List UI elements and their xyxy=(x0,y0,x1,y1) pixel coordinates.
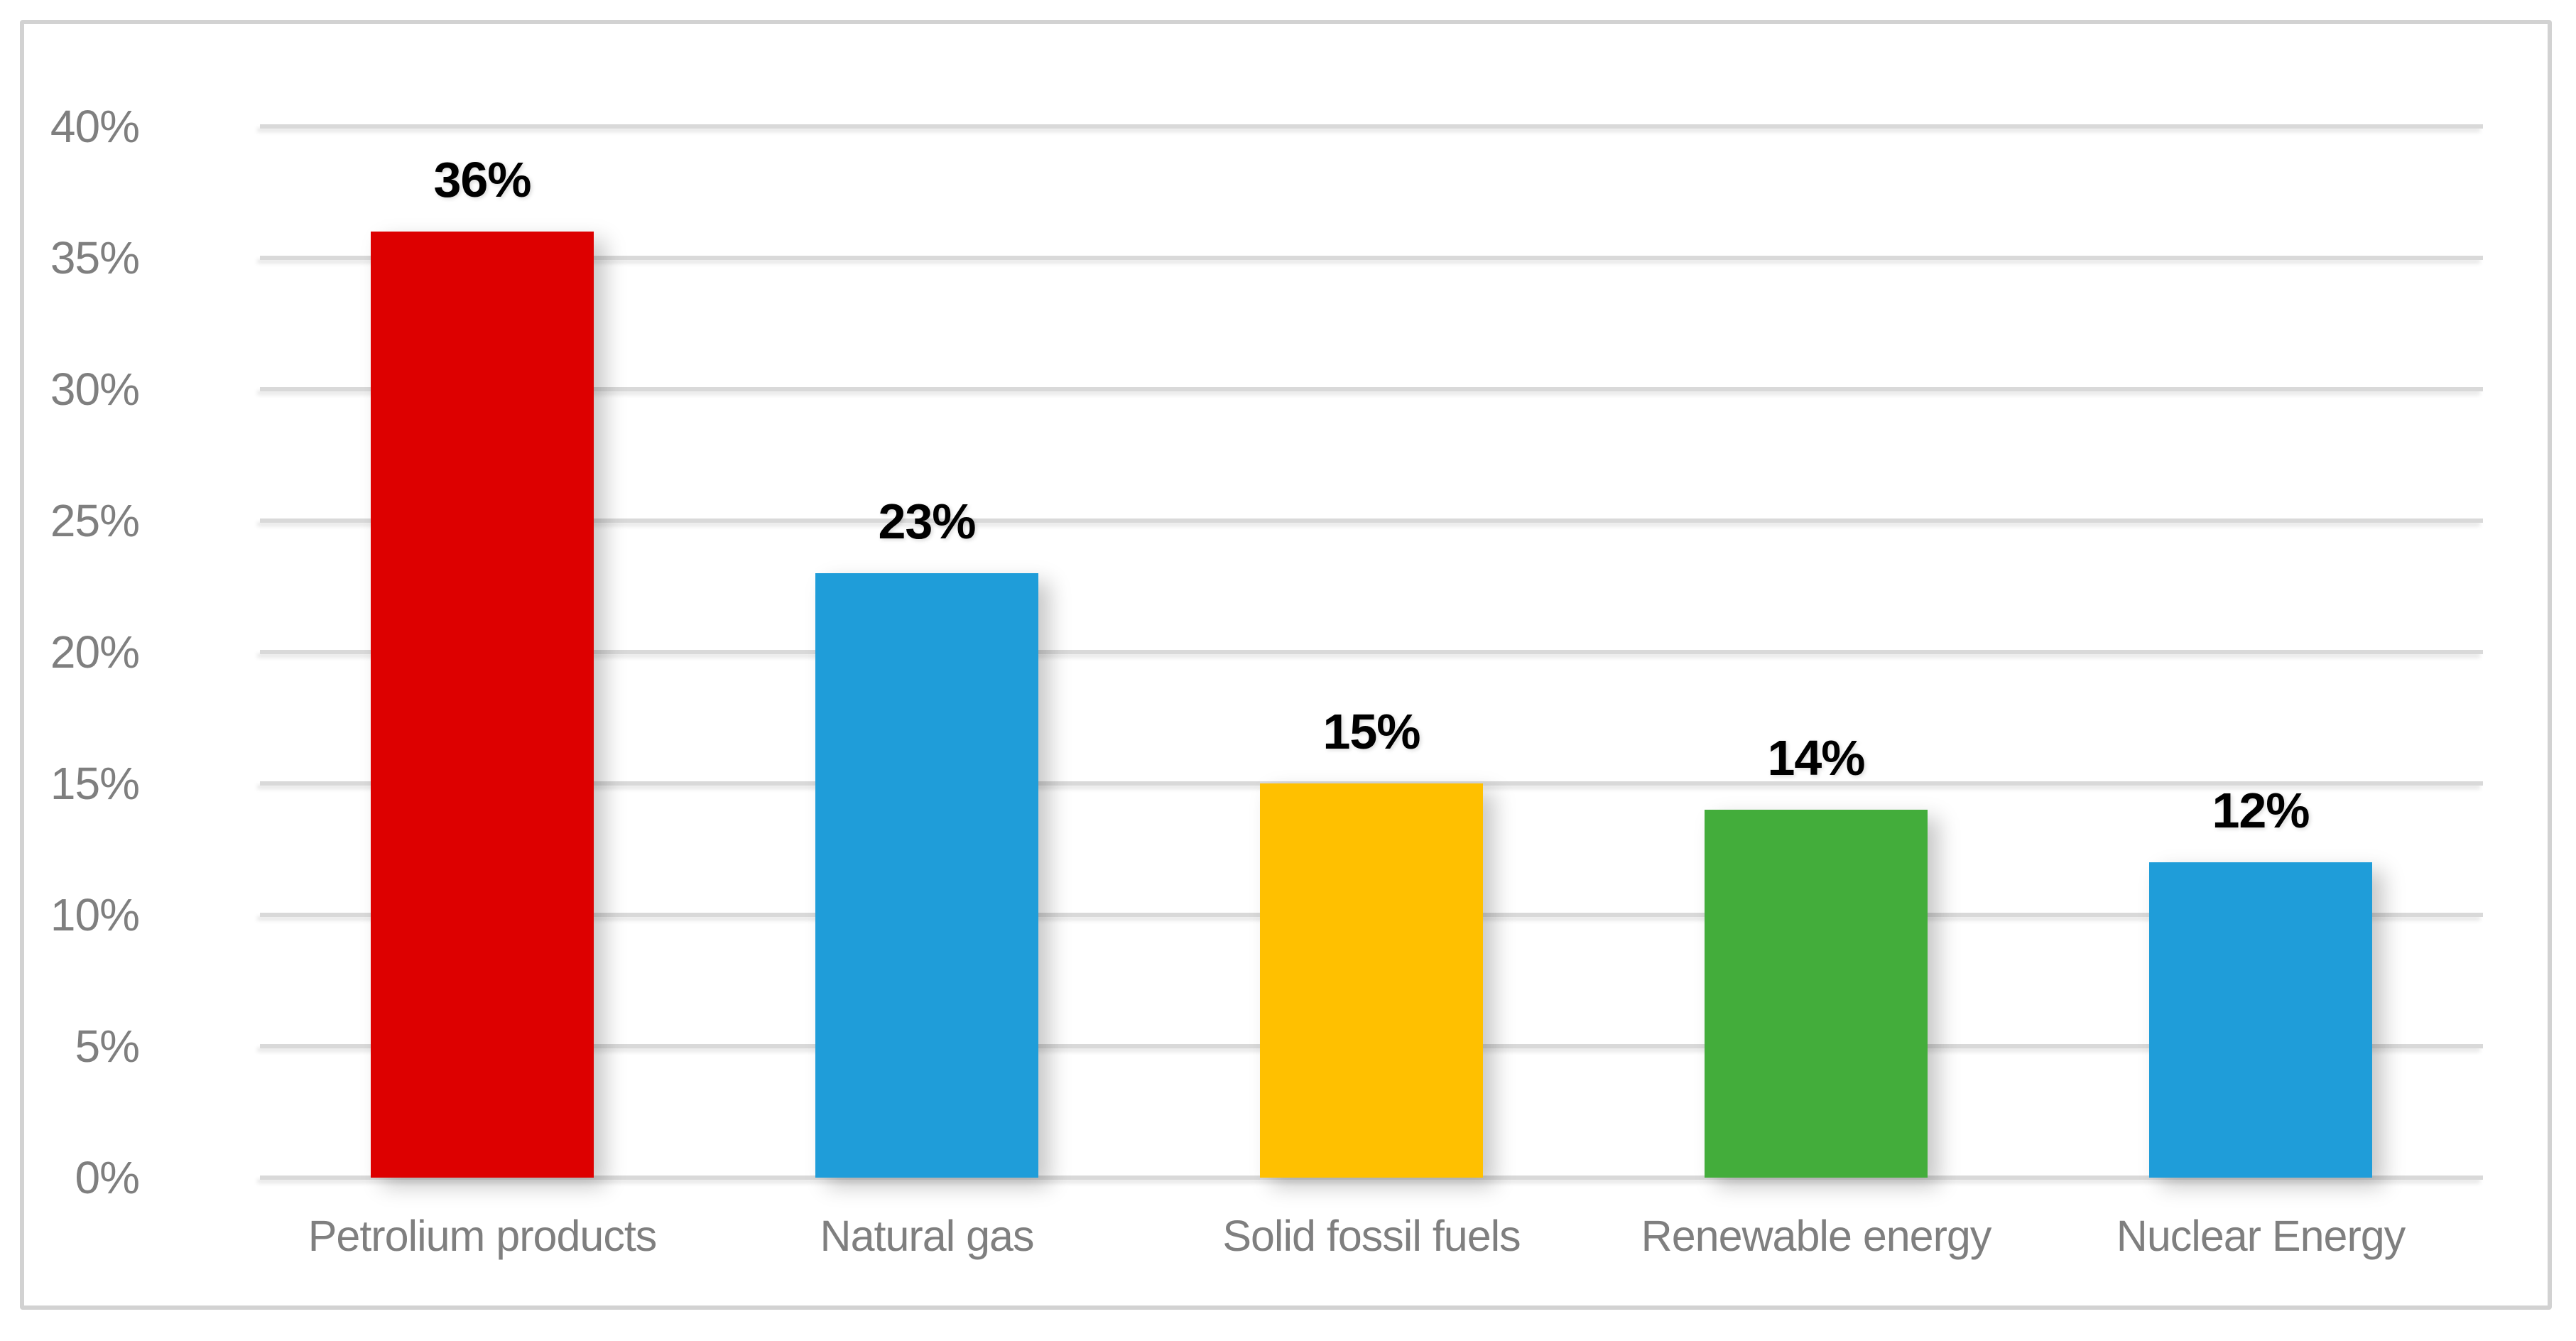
bar-data-label: 14% xyxy=(1767,730,1865,786)
gridline-30% xyxy=(260,387,2483,391)
y-axis-tick-label: 40% xyxy=(50,101,140,152)
bar-data-label: 36% xyxy=(433,152,531,207)
bar-petrolium-products xyxy=(370,232,594,1178)
y-axis-tick-label: 30% xyxy=(50,364,140,415)
x-axis-category-label: Natural gas xyxy=(820,1212,1035,1260)
x-axis-category-label: Renewable energy xyxy=(1641,1212,1992,1260)
y-axis-tick-label: 10% xyxy=(50,889,140,940)
plot-area: 0% 5% 10% 15% 20% 25% 30% 35% 40% 36% Petrolium pr… xyxy=(50,104,2483,1258)
y-axis-tick-label: 25% xyxy=(50,495,140,546)
x-axis-category-label: Petrolium products xyxy=(308,1212,658,1260)
bar-data-label: 23% xyxy=(878,494,976,549)
gridline-25% xyxy=(260,519,2483,523)
y-axis-tick-label: 5% xyxy=(75,1021,141,1072)
y-axis-tick-label: 0% xyxy=(75,1152,141,1203)
gridline-20% xyxy=(260,650,2483,654)
chart-frame-border: 0% 5% 10% 15% 20% 25% 30% 35% 40% 36% Petrolium pr… xyxy=(20,20,2552,1310)
gridline-40% xyxy=(260,124,2483,129)
y-axis-tick-label: 35% xyxy=(50,232,140,283)
bar-nuclear-energy xyxy=(2148,862,2373,1178)
gridline-35% xyxy=(260,256,2483,260)
bar-data-label: 15% xyxy=(1322,704,1420,759)
y-axis-tick-label: 20% xyxy=(50,626,140,678)
bar-data-label: 12% xyxy=(2212,783,2310,838)
bar-natural-gas xyxy=(815,573,1039,1178)
y-axis-tick-label: 15% xyxy=(50,758,140,809)
gridline-0% xyxy=(260,1176,2483,1180)
x-axis-category-label: Solid fossil fuels xyxy=(1222,1212,1521,1260)
bar-renewable-energy xyxy=(1704,810,1928,1178)
bar-solid-fossil-fuels xyxy=(1259,783,1484,1178)
x-axis-category-label: Nuclear Energy xyxy=(2116,1212,2406,1260)
